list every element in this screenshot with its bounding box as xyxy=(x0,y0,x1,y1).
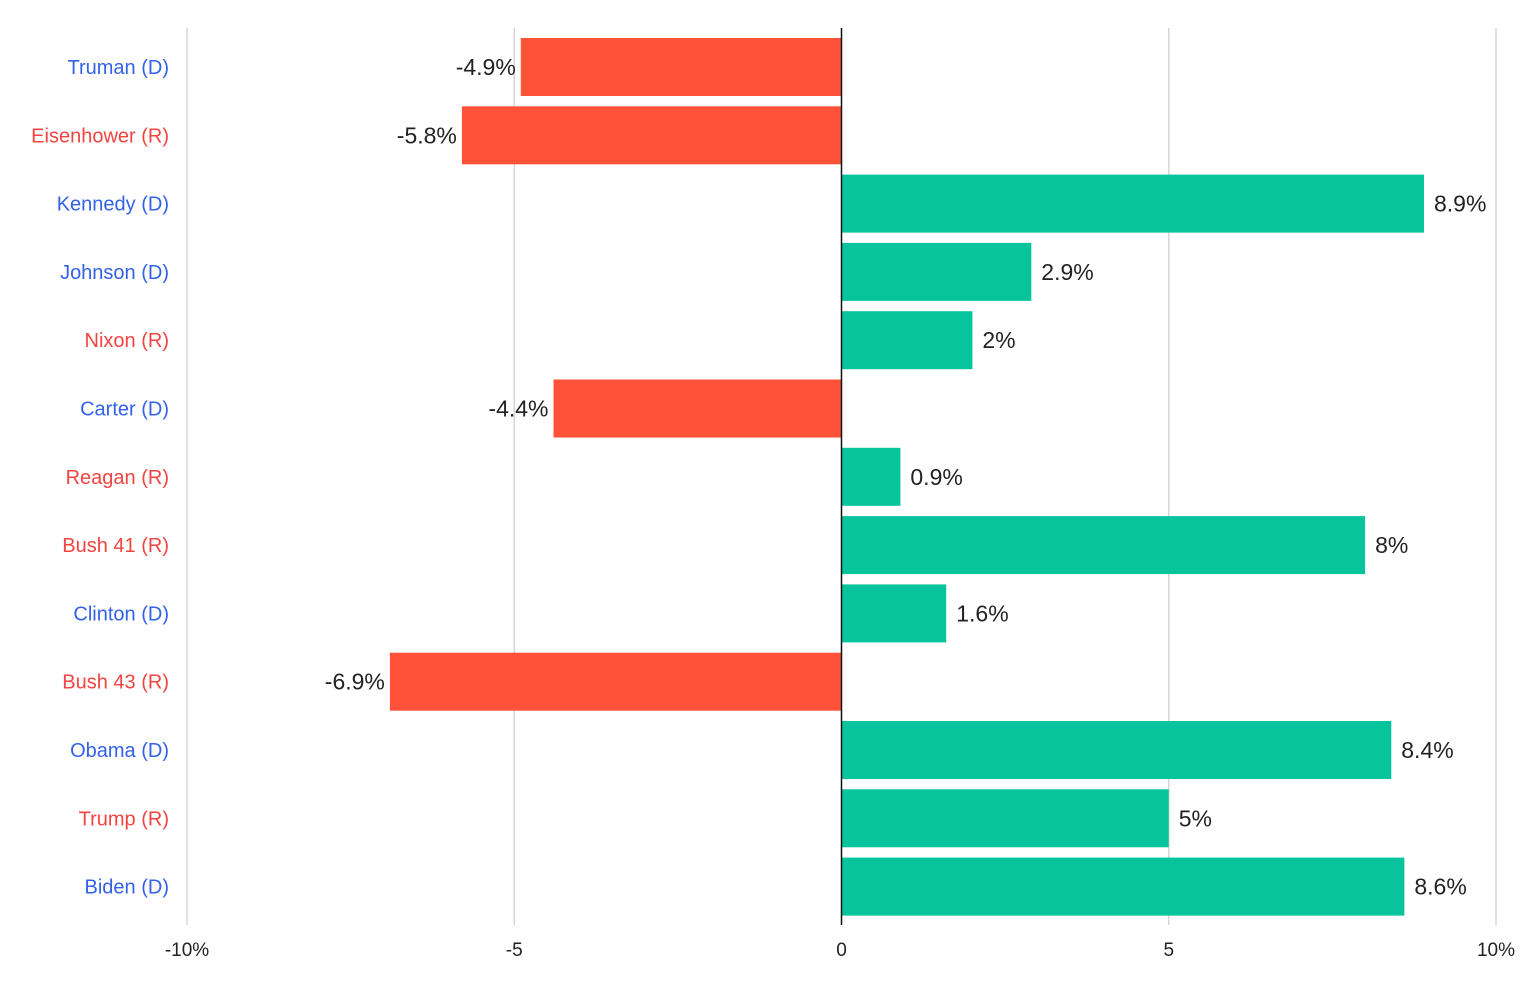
bar xyxy=(841,174,1425,233)
bar xyxy=(461,106,842,165)
bar xyxy=(520,38,842,96)
bar xyxy=(841,516,1366,575)
category-label: Truman (D) xyxy=(68,57,169,79)
bar xyxy=(841,311,973,370)
x-tick-label: 5 xyxy=(1163,940,1174,961)
bar xyxy=(389,652,842,711)
category-label: Reagan (R) xyxy=(66,467,169,489)
category-label: Obama (D) xyxy=(70,740,169,762)
data-label: 1.6% xyxy=(956,600,1008,626)
data-label: 8% xyxy=(1375,532,1408,558)
data-label: -6.9% xyxy=(325,669,385,695)
data-label: 2.9% xyxy=(1041,259,1093,285)
x-tick-label: 10% xyxy=(1477,940,1515,961)
data-label: -4.9% xyxy=(456,54,516,80)
bar xyxy=(841,721,1392,779)
category-label: Nixon (R) xyxy=(85,330,169,352)
x-tick-label: -5 xyxy=(506,940,523,961)
category-label: Kennedy (D) xyxy=(57,194,169,216)
x-tick-label: -10% xyxy=(165,940,209,961)
bar xyxy=(841,242,1032,301)
data-label: -4.4% xyxy=(488,396,548,422)
bar xyxy=(841,789,1169,848)
data-label: 0.9% xyxy=(910,464,962,490)
bar xyxy=(841,447,901,506)
category-label: Bush 43 (R) xyxy=(62,672,169,694)
data-label: 8.4% xyxy=(1401,737,1453,763)
bar xyxy=(841,584,947,643)
data-label: -5.8% xyxy=(397,122,457,148)
data-label: 2% xyxy=(982,327,1015,353)
category-label: Johnson (D) xyxy=(60,262,169,284)
category-label: Eisenhower (R) xyxy=(31,125,169,147)
category-label: Bush 41 (R) xyxy=(62,535,169,557)
category-label: Carter (D) xyxy=(80,399,169,421)
category-label: Trump (R) xyxy=(79,808,169,830)
x-tick-label: 0 xyxy=(836,940,847,961)
category-label: Biden (D) xyxy=(85,877,169,899)
bar xyxy=(841,857,1405,916)
bar xyxy=(553,379,842,438)
data-label: 8.6% xyxy=(1414,874,1466,900)
data-label: 5% xyxy=(1179,805,1212,831)
category-label: Clinton (D) xyxy=(73,603,169,625)
data-label: 8.9% xyxy=(1434,191,1486,217)
